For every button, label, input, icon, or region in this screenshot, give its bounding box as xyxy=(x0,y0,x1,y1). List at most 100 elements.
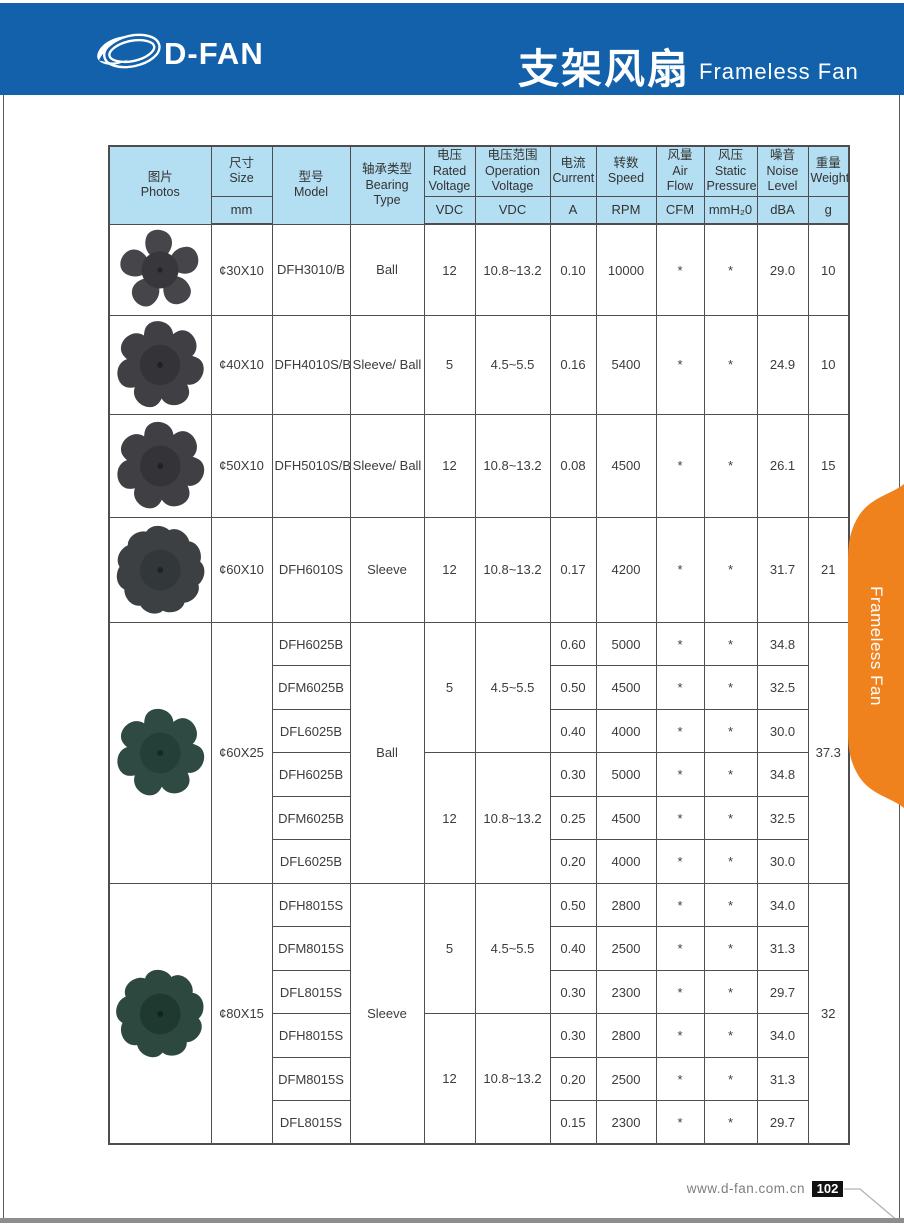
fan-photo-cell xyxy=(108,882,212,1145)
cell-pressure: * xyxy=(703,1056,758,1102)
cell-model: DFH6025B xyxy=(271,752,351,797)
unit-weight: g xyxy=(807,195,850,226)
footer-corner-line xyxy=(844,1188,900,1223)
cell-model: DFH8015S xyxy=(271,1013,351,1058)
cell-airflow: * xyxy=(655,665,705,710)
cell-model: DFM8015S xyxy=(271,1056,351,1102)
cell-voltage: 5 xyxy=(423,621,476,754)
cell-noise: 26.1 xyxy=(756,413,809,518)
cell-weight: 37.3 xyxy=(807,621,850,884)
unit-current: A xyxy=(549,195,597,226)
side-tab-shape xyxy=(848,484,904,808)
cell-model: DFH6025B xyxy=(271,621,351,667)
cell-model: DFH3010/B xyxy=(271,223,351,316)
cell-current: 0.30 xyxy=(549,752,597,797)
cell-pressure: * xyxy=(703,926,758,971)
cell-speed: 2500 xyxy=(595,926,657,971)
fan-photo-icon xyxy=(112,226,209,314)
unit-pressure: mmH₂0 xyxy=(703,195,758,226)
side-tab-label: Frameless Fan xyxy=(867,586,886,706)
fan-photo-cell xyxy=(108,516,212,623)
cell-bearing: Sleeve/ Ball xyxy=(349,314,425,415)
cell-bearing: Ball xyxy=(349,621,425,884)
cell-airflow: * xyxy=(655,413,705,518)
cell-model: DFM6025B xyxy=(271,665,351,710)
cell-model: DFH4010S/B xyxy=(271,314,351,415)
cell-current: 0.20 xyxy=(549,1056,597,1102)
cell-speed: 10000 xyxy=(595,223,657,316)
table-row: DFH8015S 12 10.8~13.2 0.30 2800 * * 34.0 xyxy=(109,1013,849,1145)
cell-model: DFL8015S xyxy=(271,1100,351,1145)
cell-pressure: * xyxy=(703,223,758,316)
cell-pressure: * xyxy=(703,314,758,415)
unit-airflow: CFM xyxy=(655,195,705,226)
cell-current: 0.08 xyxy=(549,413,597,518)
cell-model: DFH8015S xyxy=(271,882,351,928)
cell-current: 0.40 xyxy=(549,708,597,754)
cell-airflow: * xyxy=(655,621,705,667)
cell-noise: 34.8 xyxy=(756,621,809,667)
cell-noise: 31.3 xyxy=(756,926,809,971)
table-row: ¢60X25 DFH6025B Ball 5 4.5~5.5 0.60 5000… xyxy=(108,621,850,884)
cell-speed: 2800 xyxy=(595,882,657,928)
cell-bearing: Sleeve/ Ball xyxy=(349,413,425,518)
cell-voltage: 12 xyxy=(423,752,476,884)
cell-current: 0.30 xyxy=(549,1013,597,1058)
fan-photo-icon xyxy=(112,416,209,516)
cell-weight: 15 xyxy=(807,413,850,518)
cell-pressure: * xyxy=(703,1100,758,1145)
cell-op-voltage: 10.8~13.2 xyxy=(474,752,551,884)
cell-airflow: * xyxy=(655,839,705,884)
cell-current: 0.16 xyxy=(549,314,597,415)
cell-bearing: Sleeve xyxy=(349,516,425,623)
left-page-rule xyxy=(3,95,4,1218)
spec-table: 图片 Photos 尺寸 Size 型号 Model 轴承类型 Bearing Type… xyxy=(108,145,850,1146)
table-row: DFM8015S 0.40 2500 * * 31.3 xyxy=(109,926,849,971)
cell-model: DFM6025B xyxy=(271,795,351,841)
cell-weight: 10 xyxy=(807,314,850,415)
website-text: www.d-fan.com.cn xyxy=(686,1181,805,1196)
fan-photo-icon xyxy=(112,317,209,413)
cell-airflow: * xyxy=(655,1100,705,1145)
cell-current: 0.40 xyxy=(549,926,597,971)
cell-speed: 4000 xyxy=(595,708,657,754)
cell-noise: 29.7 xyxy=(756,969,809,1015)
cell-airflow: * xyxy=(655,926,705,971)
cell-noise: 32.5 xyxy=(756,665,809,710)
unit-op-voltage: VDC xyxy=(474,195,551,226)
cell-voltage: 12 xyxy=(423,223,476,316)
cell-pressure: * xyxy=(703,795,758,841)
table-row: DFL8015S 0.30 2300 * * 29.7 xyxy=(109,969,849,1015)
cell-airflow: * xyxy=(655,795,705,841)
header-banner: D-FAN 支架风扇 Frameless Fan xyxy=(0,3,904,95)
cell-op-voltage: 10.8~13.2 xyxy=(474,1013,551,1145)
table-header-row: 图片 Photos 尺寸 Size 型号 Model 轴承类型 Bearing Type… xyxy=(108,145,850,225)
cell-current: 0.60 xyxy=(549,621,597,667)
cell-current: 0.17 xyxy=(549,516,597,623)
cell-speed: 2300 xyxy=(595,969,657,1015)
cell-noise: 30.0 xyxy=(756,839,809,884)
brand-logo: D-FAN xyxy=(96,29,264,78)
fan-photo-icon xyxy=(112,519,209,621)
cell-pressure: * xyxy=(703,882,758,928)
cell-model: DFM8015S xyxy=(271,926,351,971)
cell-bearing: Ball xyxy=(349,223,425,316)
table-row: DFL6025B 0.40 4000 * * 30.0 xyxy=(109,708,849,754)
cell-weight: 32 xyxy=(807,882,850,1145)
col-header-bearing: 轴承类型 Bearing Type xyxy=(349,145,425,225)
cell-weight: 10 xyxy=(807,223,850,316)
col-header-noise: 噪音 Noise Level xyxy=(756,145,809,197)
cell-pressure: * xyxy=(703,839,758,884)
cell-current: 0.10 xyxy=(549,223,597,316)
unit-voltage: VDC xyxy=(423,195,476,226)
cell-size: ¢60X10 xyxy=(210,516,273,623)
cell-noise: 34.8 xyxy=(756,752,809,797)
cell-voltage: 12 xyxy=(423,1013,476,1145)
side-tab-frameless-fan: Frameless Fan xyxy=(848,484,904,808)
table-row: DFM6025B 0.25 4500 * * 32.5 xyxy=(109,795,849,841)
col-header-voltage: 电压 Rated Voltage xyxy=(423,145,476,197)
cell-noise: 34.0 xyxy=(756,882,809,928)
col-header-size: 尺寸 Size xyxy=(210,145,273,197)
cell-airflow: * xyxy=(655,708,705,754)
cell-op-voltage: 10.8~13.2 xyxy=(474,413,551,518)
